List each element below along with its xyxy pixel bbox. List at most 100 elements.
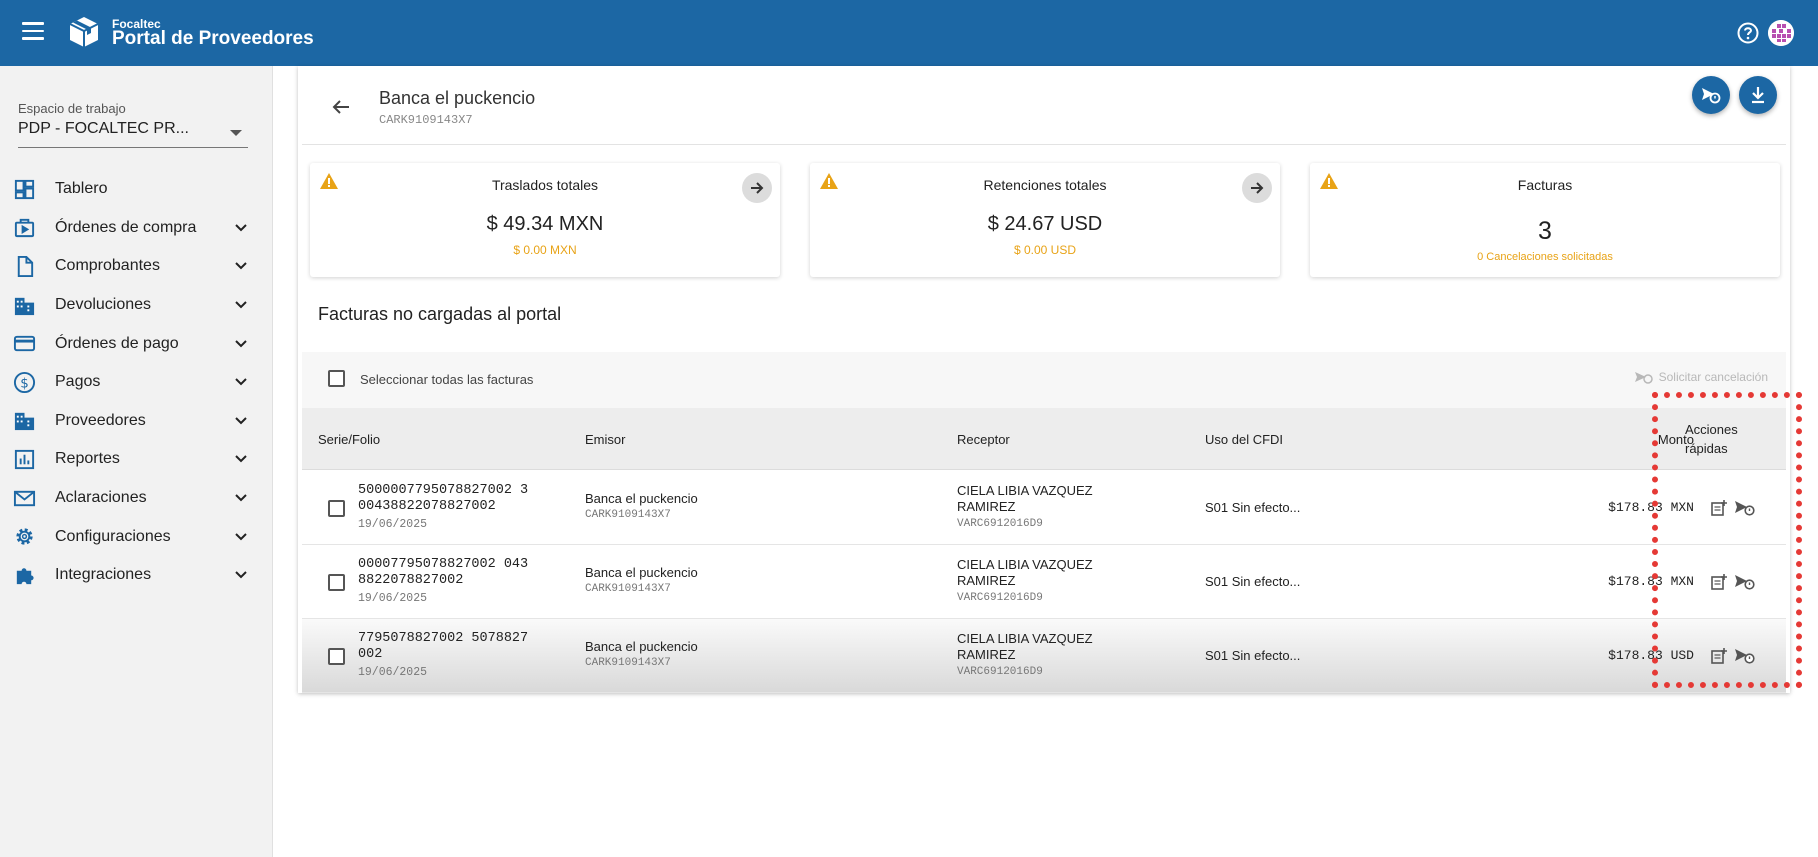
column-emisor: Emisor bbox=[585, 432, 626, 447]
row-receptor-rfc: VARC6912016D9 bbox=[957, 592, 1043, 604]
sidebar: Espacio de trabajo PDP - FOCALTEC PR... … bbox=[0, 66, 273, 857]
sidebar-item-label: Comprobantes bbox=[55, 257, 160, 275]
send-cancel-icon bbox=[1702, 88, 1721, 104]
row-receptor: CIELA LIBIA VAZQUEZ RAMIREZ bbox=[957, 557, 1117, 589]
sidebar-item-ordenes-compra[interactable]: Órdenes de compra bbox=[0, 209, 273, 248]
page-subtitle-rfc: CARK9109143X7 bbox=[379, 113, 473, 127]
card-value: 3 bbox=[1538, 217, 1552, 245]
card-go-button[interactable] bbox=[1242, 173, 1272, 203]
row-date: 19/06/2025 bbox=[358, 666, 428, 679]
top-app-bar: Focaltec Portal de Proveedores bbox=[0, 0, 1818, 66]
building-icon bbox=[14, 297, 35, 315]
row-checkbox[interactable] bbox=[328, 648, 345, 665]
send-cancel-icon[interactable] bbox=[1735, 500, 1755, 516]
row-date: 19/06/2025 bbox=[358, 518, 428, 531]
sidebar-item-proveedores[interactable]: Proveedores bbox=[0, 402, 273, 441]
request-cancel-button[interactable]: Solicitar cancelación bbox=[1634, 370, 1768, 384]
row-receptor: CIELA LIBIA VAZQUEZ RAMIREZ bbox=[957, 483, 1117, 515]
column-receptor: Receptor bbox=[957, 432, 1010, 447]
card-title: Facturas bbox=[1517, 177, 1573, 193]
chevron-down-icon bbox=[235, 532, 247, 541]
brand-title: Portal de Proveedores bbox=[112, 28, 314, 49]
row-folio-line1: 5000007795078827002 3 bbox=[358, 483, 529, 498]
sidebar-item-integraciones[interactable]: Integraciones bbox=[0, 556, 273, 595]
sidebar-item-pagos[interactable]: $ Pagos bbox=[0, 363, 273, 402]
row-receptor-line1: CIELA LIBIA VAZQUEZ bbox=[957, 631, 1093, 646]
warning-icon bbox=[1320, 173, 1338, 189]
sidebar-item-label: Pagos bbox=[55, 373, 101, 391]
card-go-button[interactable] bbox=[742, 173, 772, 203]
table-toolbar: Seleccionar todas las facturas Solicitar… bbox=[302, 352, 1786, 408]
send-cancel-icon[interactable] bbox=[1735, 574, 1755, 590]
row-emisor: Banca el puckencio bbox=[585, 565, 698, 580]
highlight-annotation-box bbox=[1652, 392, 1802, 688]
sidebar-item-devoluciones[interactable]: Devoluciones bbox=[0, 286, 273, 325]
sidebar-item-label: Órdenes de compra bbox=[55, 218, 197, 236]
column-acciones-line2: rápidas bbox=[1685, 441, 1728, 456]
sidebar-item-label: Reportes bbox=[55, 450, 120, 468]
row-checkbox[interactable] bbox=[328, 500, 345, 517]
card-traslados: Traslados totales $ 49.34 MXN $ 0.00 MXN bbox=[310, 163, 780, 277]
column-monto: Monto bbox=[1657, 432, 1694, 447]
workspace-select[interactable]: PDP - FOCALTEC PR... bbox=[18, 120, 248, 148]
chevron-down-icon bbox=[235, 224, 247, 232]
chevron-down-icon bbox=[235, 378, 247, 386]
sidebar-item-comprobantes[interactable]: Comprobantes bbox=[0, 247, 273, 286]
sidebar-item-label: Integraciones bbox=[55, 566, 152, 584]
row-receptor-line2: RAMIREZ bbox=[957, 647, 1016, 662]
arrow-back-icon[interactable] bbox=[330, 96, 352, 118]
sidebar-item-aclaraciones[interactable]: Aclaraciones bbox=[0, 479, 273, 518]
workspace-label: Espacio de trabajo bbox=[18, 101, 126, 116]
card-retenciones: Retenciones totales $ 24.67 USD $ 0.00 U… bbox=[810, 163, 1280, 277]
gear-icon bbox=[16, 528, 33, 545]
arrow-forward-icon bbox=[751, 182, 764, 194]
workspace-value: PDP - FOCALTEC PR... bbox=[18, 120, 189, 137]
section-title: Facturas no cargadas al portal bbox=[318, 304, 562, 324]
send-cancel-icon bbox=[1634, 372, 1653, 384]
row-date: 19/06/2025 bbox=[358, 592, 428, 605]
row-checkbox[interactable] bbox=[328, 574, 345, 591]
cancel-request-fab[interactable] bbox=[1692, 76, 1730, 114]
sidebar-item-tablero[interactable]: Tablero bbox=[0, 170, 273, 209]
chevron-down-icon bbox=[235, 262, 247, 270]
arrow-forward-icon bbox=[1251, 182, 1264, 194]
menu-icon[interactable] bbox=[22, 22, 44, 40]
download-fab[interactable] bbox=[1739, 76, 1777, 114]
sidebar-item-label: Proveedores bbox=[55, 411, 146, 429]
table-row[interactable]: 5000007795078827002 3 00438822078827002 … bbox=[302, 471, 1786, 545]
table-row[interactable]: 00007795078827002 043 8822078827002 19/0… bbox=[302, 545, 1786, 619]
row-uso-cfdi: S01 Sin efecto... bbox=[1205, 648, 1301, 663]
avatar[interactable] bbox=[1768, 20, 1794, 46]
row-receptor-line1: CIELA LIBIA VAZQUEZ bbox=[957, 557, 1093, 572]
card-subvalue: 0 Cancelaciones solicitadas bbox=[1477, 251, 1613, 263]
row-emisor-rfc: CARK9109143X7 bbox=[585, 583, 671, 595]
chevron-down-icon bbox=[235, 417, 247, 425]
table-row[interactable]: 7795078827002 5078827 002 19/06/2025 Ban… bbox=[302, 619, 1786, 693]
column-uso-cfdi: Uso del CFDI bbox=[1205, 432, 1284, 447]
row-receptor-rfc: VARC6912016D9 bbox=[957, 518, 1043, 530]
sidebar-item-ordenes-pago[interactable]: Órdenes de pago bbox=[0, 324, 273, 363]
help-icon[interactable] bbox=[1737, 22, 1759, 44]
row-folio-line2: 002 bbox=[358, 647, 383, 662]
sidebar-item-label: Aclaraciones bbox=[55, 489, 147, 507]
sidebar-item-configuraciones[interactable]: Configuraciones bbox=[0, 517, 273, 556]
box-logo-icon bbox=[69, 17, 99, 47]
warning-icon bbox=[820, 173, 838, 189]
warning-icon bbox=[320, 173, 338, 189]
row-uso-cfdi: S01 Sin efecto... bbox=[1205, 500, 1301, 515]
row-monto: $178.83 USD bbox=[1608, 648, 1694, 663]
select-all-checkbox[interactable] bbox=[328, 370, 345, 387]
row-emisor-rfc: CARK9109143X7 bbox=[585, 509, 671, 521]
add-note-icon[interactable] bbox=[1711, 500, 1727, 516]
add-note-icon[interactable] bbox=[1711, 574, 1727, 590]
row-folio: 00007795078827002 043 8822078827002 bbox=[358, 557, 548, 589]
add-note-icon[interactable] bbox=[1711, 648, 1727, 664]
puzzle-icon bbox=[16, 568, 34, 584]
sidebar-nav: Tablero Órdenes de compra Comprobantes D… bbox=[0, 170, 273, 595]
card-facturas: Facturas 3 0 Cancelaciones solicitadas bbox=[1310, 163, 1780, 277]
request-cancel-label: Solicitar cancelación bbox=[1658, 370, 1768, 384]
sidebar-item-reportes[interactable]: Reportes bbox=[0, 440, 273, 479]
chevron-down-icon bbox=[235, 455, 247, 463]
select-all-label: Seleccionar todas las facturas bbox=[360, 372, 534, 387]
send-cancel-icon[interactable] bbox=[1735, 648, 1755, 664]
